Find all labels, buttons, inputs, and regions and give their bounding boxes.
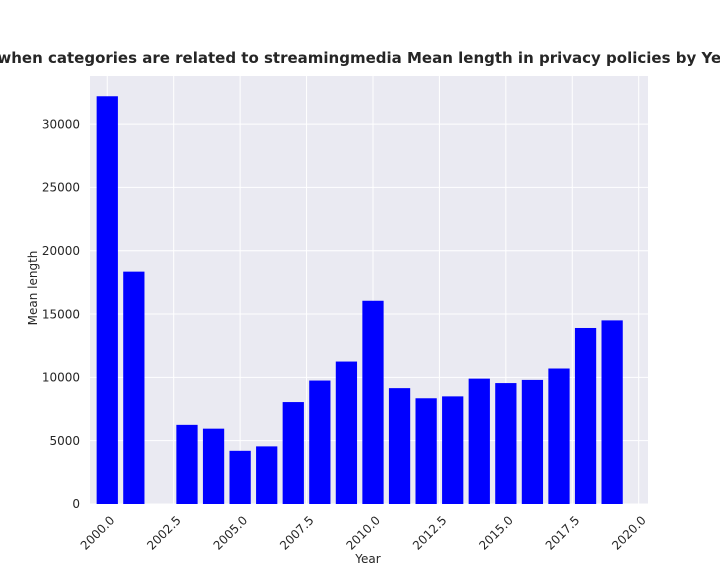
bar-2010 xyxy=(362,300,384,504)
x-tick-label: 2010.0 xyxy=(343,513,383,553)
x-axis-label: Year xyxy=(354,552,380,566)
bar-2004 xyxy=(202,428,225,504)
bar-2017 xyxy=(548,368,570,504)
y-axis-ticks: 0 5000 10000 15000 20000 25000 30000 xyxy=(42,117,80,511)
x-tick-label: 2007.5 xyxy=(277,513,317,553)
bar-2005 xyxy=(229,450,251,504)
bar-2003 xyxy=(176,424,198,504)
y-tick-label: 5000 xyxy=(49,434,80,448)
x-tick-label: 2012.5 xyxy=(410,513,450,553)
bar-2001 xyxy=(123,271,145,504)
chart-title: when categories are related to streaming… xyxy=(0,49,720,67)
bar-2013 xyxy=(442,396,464,504)
y-tick-label: 20000 xyxy=(42,244,80,258)
y-axis-label: Mean length xyxy=(26,251,40,326)
bar-2008 xyxy=(309,380,331,504)
x-tick-label: 2002.5 xyxy=(144,513,184,553)
y-tick-label: 15000 xyxy=(42,307,80,321)
y-tick-label: 10000 xyxy=(42,371,80,385)
bar-2016 xyxy=(521,379,544,504)
y-tick-label: 30000 xyxy=(42,117,80,131)
x-axis-ticks: 2000.0 2002.5 2005.0 2007.5 2010.0 2012.5 2015… xyxy=(78,513,649,553)
bar-2006 xyxy=(256,446,278,504)
bar-2009 xyxy=(335,361,358,504)
y-tick-label: 25000 xyxy=(42,181,80,195)
y-tick-label: 0 xyxy=(72,497,80,511)
x-tick-label: 2015.0 xyxy=(476,513,516,553)
bar-2018 xyxy=(574,327,597,504)
bar-2011 xyxy=(388,388,411,504)
x-tick-label: 2020.0 xyxy=(609,513,649,553)
x-tick-label: 2017.5 xyxy=(543,513,583,553)
bar-2007 xyxy=(282,402,304,504)
bar-2019 xyxy=(601,320,623,504)
bar-2015 xyxy=(495,383,517,504)
bar-2014 xyxy=(468,378,490,504)
x-tick-label: 2000.0 xyxy=(78,513,118,553)
bar-2000 xyxy=(96,96,118,505)
bars xyxy=(96,96,623,505)
bar-2012 xyxy=(415,398,437,504)
x-tick-label: 2005.0 xyxy=(211,513,251,553)
